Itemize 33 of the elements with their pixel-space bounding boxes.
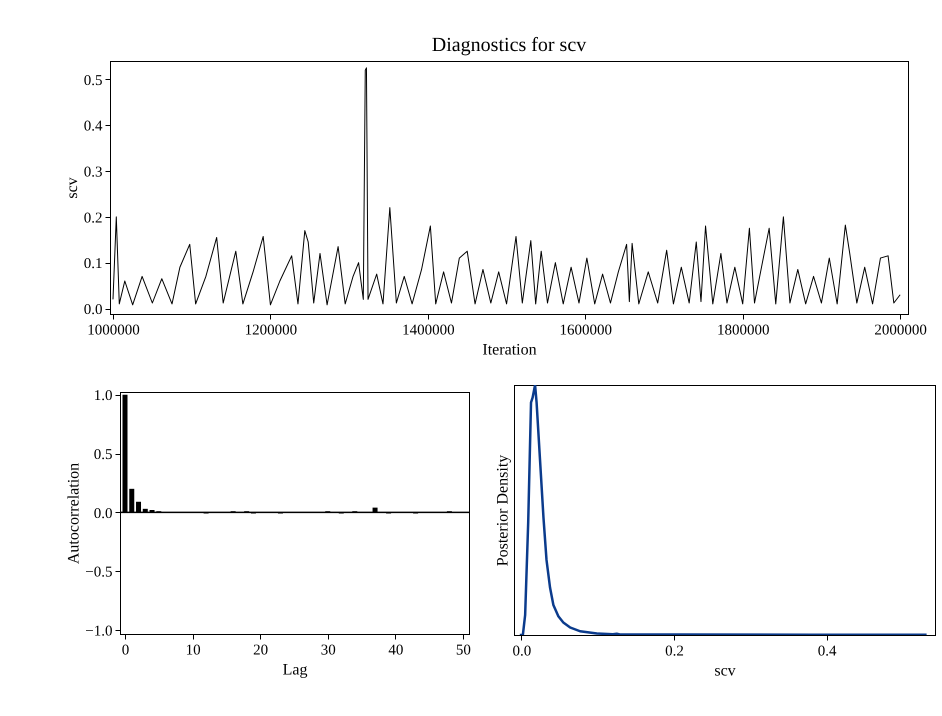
- x-tick-label: 30: [320, 642, 336, 658]
- y-tick-label: 0.4: [84, 118, 103, 135]
- y-tick-label: 1.0: [94, 388, 112, 404]
- x-tick-label: 0.4: [818, 644, 837, 660]
- x-tick-label: 2000000: [874, 322, 927, 338]
- y-tick-label: 0.2: [84, 210, 102, 226]
- y-axis-title: Autocorrelation: [65, 462, 82, 564]
- y-tick-label: 0.3: [84, 164, 102, 180]
- x-tick-label: 10: [186, 642, 201, 658]
- y-tick-label: 0.0: [84, 302, 102, 318]
- x-tick-label: 1000000: [87, 322, 140, 338]
- y-tick-label: 0.0: [94, 506, 112, 522]
- x-tick-label: 20: [253, 642, 268, 658]
- y-tick-label: 0.1: [84, 256, 102, 272]
- x-tick-label: 40: [388, 642, 404, 658]
- x-tick-label: 0.2: [665, 644, 684, 660]
- x-axis-title: Lag: [282, 662, 308, 678]
- y-tick-label: 0.5: [84, 72, 102, 89]
- y-tick-label: −1.0: [85, 624, 112, 640]
- y-tick-label: −0.5: [85, 564, 112, 581]
- x-tick-label: 0: [122, 642, 130, 658]
- x-axis-title: scv: [714, 662, 736, 680]
- chart-title: Diagnostics for scv: [432, 34, 586, 56]
- y-axis-title: scv: [64, 177, 81, 199]
- x-axis-title: Iteration: [482, 342, 537, 358]
- x-tick-label: 50: [456, 642, 471, 658]
- y-axis-title: Posterior Density: [494, 454, 512, 566]
- y-tick-label: 0.5: [94, 447, 112, 464]
- x-tick-label: 1200000: [244, 322, 298, 338]
- x-tick-label: 1800000: [716, 322, 770, 338]
- x-tick-label: 1400000: [402, 322, 455, 338]
- x-tick-label: 0.0: [512, 644, 532, 660]
- x-tick-label: 1600000: [560, 322, 612, 338]
